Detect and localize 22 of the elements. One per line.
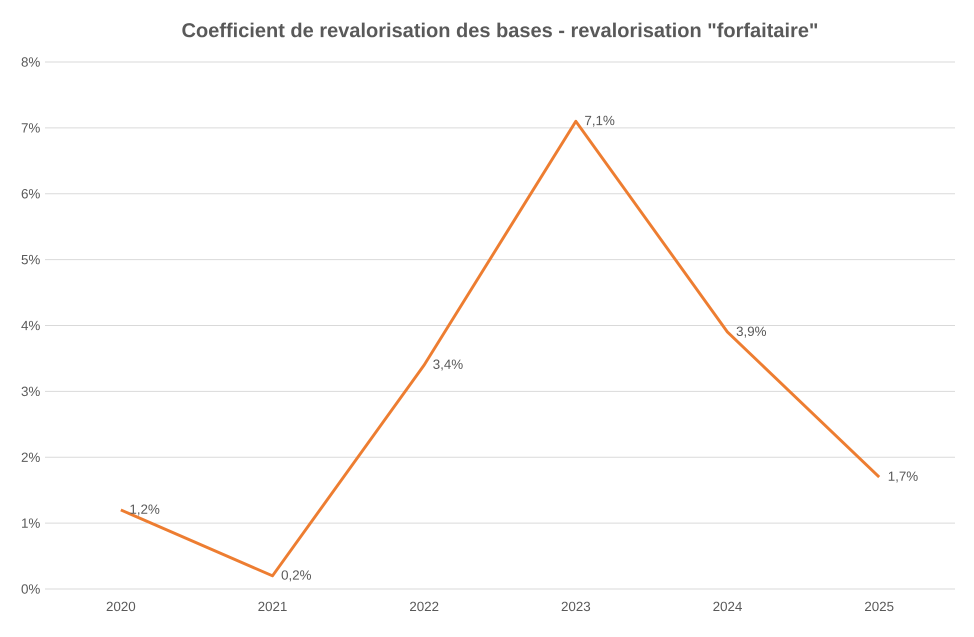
x-tick-label: 2024 — [713, 602, 742, 612]
data-label: 3,9% — [736, 326, 766, 338]
x-tick-label: 2022 — [410, 602, 438, 612]
y-tick-label: 3% — [22, 386, 40, 396]
data-label: 0,2% — [282, 570, 312, 582]
x-tick-label: 2021 — [258, 602, 287, 612]
y-tick-label: 6% — [22, 189, 40, 198]
chart-title: Coefficient de revalorisation des bases - revalorisation "forfaitaire" — [182, 22, 818, 38]
x-tick-label: 2020 — [106, 602, 136, 612]
data-label: 1,2% — [130, 504, 160, 516]
data-label: 3,4% — [433, 360, 463, 371]
y-tick-label: 1% — [22, 518, 40, 528]
data-label: 1,7% — [888, 472, 918, 483]
y-tick-label: 2% — [22, 452, 40, 462]
y-tick-label: 5% — [22, 254, 40, 264]
y-tick-label: 4% — [21, 320, 40, 330]
y-tick-label: 7% — [22, 123, 40, 133]
x-tick-label: 2023 — [562, 602, 590, 612]
x-tick-label: 2025 — [865, 602, 894, 612]
y-tick-label: 8% — [22, 57, 40, 67]
data-label: 7,1% — [585, 116, 614, 127]
y-tick-label: 0% — [22, 584, 40, 594]
